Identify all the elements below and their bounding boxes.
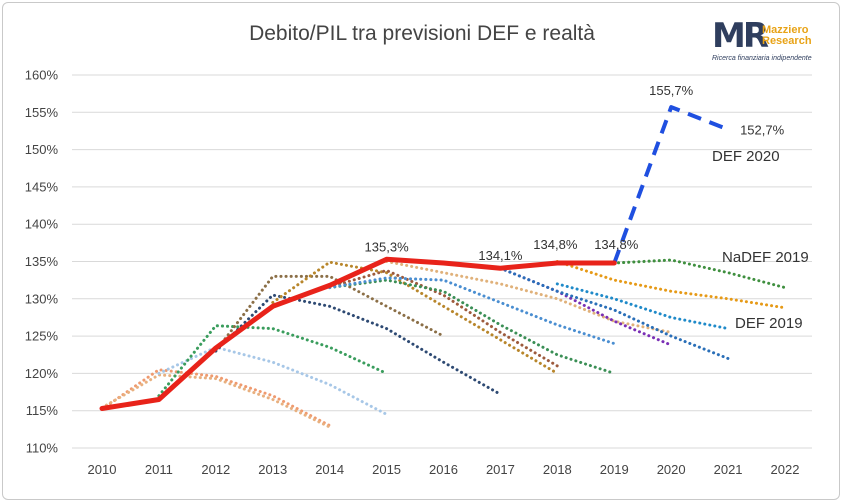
series-line-def-2019 <box>555 282 730 331</box>
forecast-series-line <box>214 293 502 396</box>
forecast-series-line <box>100 368 332 428</box>
x-tick-label: 2019 <box>600 462 629 477</box>
logo-name-line1: Mazziero <box>762 24 809 36</box>
y-tick-label: 115% <box>26 403 59 418</box>
y-tick-label: 155% <box>25 105 59 120</box>
data-labels: 135,3% 134,1% 134,8% 134,8% 155,7% 152,7% DEF … <box>365 83 809 332</box>
forecast-series-line <box>328 269 559 368</box>
forecast-series-line <box>498 266 673 347</box>
x-tick-label: 2014 <box>315 462 344 477</box>
data-label: 134,1% <box>478 248 523 263</box>
data-label: 134,8% <box>594 237 639 252</box>
forecast-series-line <box>100 373 332 429</box>
x-tick-label: 2021 <box>714 462 743 477</box>
x-tick-label: 2012 <box>201 462 230 477</box>
forecast-series-line <box>555 260 787 310</box>
forecast-series-line <box>157 345 389 416</box>
y-tick-label: 160% <box>25 68 59 83</box>
x-tick-label: 2010 <box>88 462 117 477</box>
gridlines <box>72 74 812 449</box>
logo-name-line2: Research <box>762 35 812 47</box>
series-label-def-2019: DEF 2019 <box>735 315 803 332</box>
actual-series-line <box>99 256 617 411</box>
forecast-series-line <box>214 274 445 353</box>
y-tick-label: 145% <box>25 179 59 194</box>
series-label-nadef-2019: NaDEF 2019 <box>722 249 809 266</box>
logo-tagline: Ricerca finanziaria indipendente <box>712 55 812 62</box>
x-tick-label: 2022 <box>771 462 800 477</box>
actual-series <box>99 256 617 411</box>
x-tick-label: 2011 <box>145 462 173 477</box>
y-axis-ticks: 110% 115% 120% 125% 130% 135% 140% 145% 150% 155%… <box>25 68 59 456</box>
y-tick-label: 150% <box>25 142 59 157</box>
series-line-def-2020 <box>612 105 729 264</box>
logo-mark: MR <box>712 16 769 56</box>
forecast-series <box>100 105 787 429</box>
y-tick-label: 130% <box>25 291 59 306</box>
data-label: 134,8% <box>533 237 578 252</box>
x-tick-label: 2017 <box>486 462 515 477</box>
x-tick-label: 2016 <box>429 462 458 477</box>
x-tick-label: 2018 <box>543 462 572 477</box>
chart-title: Debito/PIL tra previsioni DEF e realtà <box>249 22 595 45</box>
x-tick-label: 2013 <box>258 462 287 477</box>
logo-name: Mazziero Research <box>762 25 812 47</box>
forecast-series-line <box>271 260 559 375</box>
x-tick-label: 2015 <box>372 462 401 477</box>
y-tick-label: 140% <box>25 217 59 232</box>
mazziero-research-logo: MR Mazziero Research Ricerca finanziaria… <box>712 16 832 64</box>
data-label: 152,7% <box>740 122 785 137</box>
y-tick-label: 110% <box>26 441 59 456</box>
forecast-series-line <box>385 260 673 334</box>
data-label: 135,3% <box>365 239 410 254</box>
forecast-series-line <box>328 278 616 375</box>
x-axis-ticks: 2010 2011 2012 2013 2014 2015 2016 2017 2018 2019… <box>88 462 800 477</box>
series-label-def-2020: DEF 2020 <box>712 148 780 165</box>
forecast-series-line <box>498 266 730 360</box>
forecast-series-line <box>157 324 389 398</box>
y-tick-label: 135% <box>25 254 59 269</box>
y-tick-label: 120% <box>25 366 59 381</box>
y-tick-label: 125% <box>25 329 59 344</box>
x-tick-label: 2020 <box>657 462 686 477</box>
data-label: 155,7% <box>649 83 694 98</box>
